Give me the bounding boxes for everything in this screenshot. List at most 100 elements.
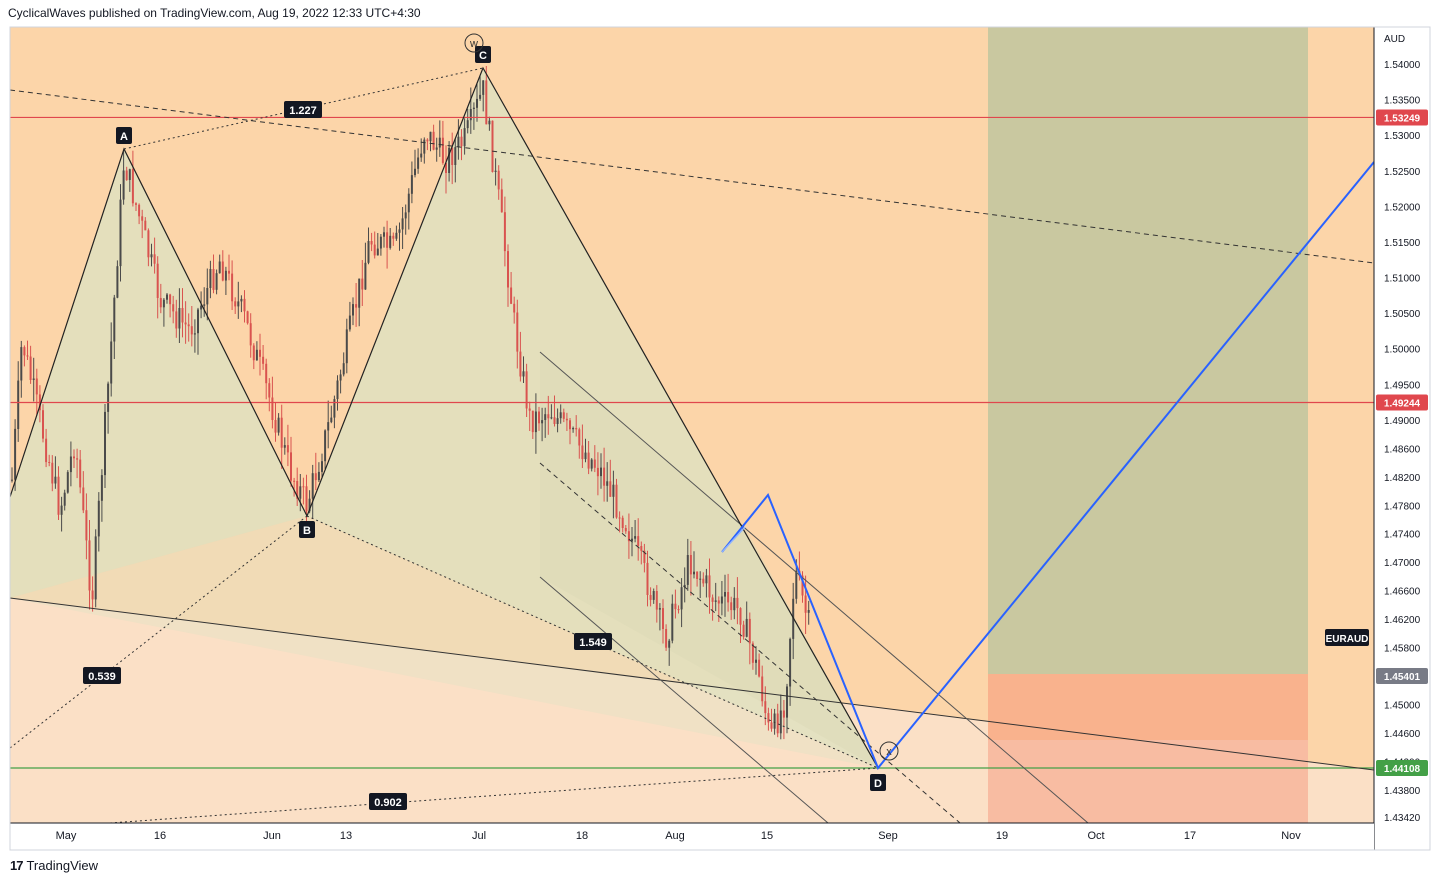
price-tick-20: 1.44600 <box>1384 729 1421 740</box>
candle-body-245 <box>770 722 773 729</box>
svg-text:A: A <box>120 131 128 143</box>
channel-mid <box>539 462 961 824</box>
price-tick-9: 1.49500 <box>1384 380 1421 391</box>
candle-body-100 <box>321 461 323 472</box>
candle-body-27 <box>94 536 97 600</box>
candle-body-0 <box>11 479 13 481</box>
candle-body-48 <box>159 298 162 308</box>
time-tick-3: 13 <box>340 830 352 842</box>
candle-body-138 <box>438 137 441 148</box>
candle-body-250 <box>786 686 788 718</box>
candle-body-210 <box>662 608 664 629</box>
price-tick-0: 1.54000 <box>1384 60 1421 71</box>
price-labels: 1.53249 1.49244 1.45401 1.44108 <box>1376 109 1428 776</box>
candle-body-146 <box>463 128 466 147</box>
horizontal-lines <box>10 116 1374 769</box>
candle-body-211 <box>665 629 668 648</box>
price-tick-14: 1.47400 <box>1384 530 1421 541</box>
candle-body-227 <box>714 600 717 602</box>
candle-body-115 <box>367 241 370 263</box>
candle-body-82 <box>265 363 268 384</box>
candle-body-61 <box>200 305 203 310</box>
ac-dotted <box>123 67 484 150</box>
candle-body-194 <box>612 484 615 497</box>
candle-body-162 <box>513 303 516 313</box>
time-tick-12: Nov <box>1281 830 1301 842</box>
candle-body-71 <box>231 273 234 302</box>
candle-body-56 <box>184 322 187 325</box>
candle-body-214 <box>674 603 677 610</box>
candle-body-40 <box>135 203 137 205</box>
svg-text:w: w <box>469 38 478 50</box>
candle-body-32 <box>110 341 113 384</box>
candle-body-18 <box>66 472 69 493</box>
candle-body-155 <box>491 120 494 172</box>
candle-body-213 <box>671 603 674 641</box>
ratio-label-4: 0.902 <box>369 793 407 810</box>
candle-body-99 <box>317 471 320 481</box>
candle-body-179 <box>565 418 568 421</box>
price-label-bg-1 <box>1376 394 1428 411</box>
candle-body-36 <box>122 170 125 200</box>
candle-body-253 <box>795 570 798 599</box>
candle-body-228 <box>717 600 720 604</box>
profit-zone <box>988 27 1308 674</box>
candle-body-15 <box>57 476 60 515</box>
price-tick-12: 1.48200 <box>1384 473 1421 484</box>
candle-body-118 <box>376 248 379 256</box>
svg-text:0.902: 0.902 <box>374 797 402 809</box>
candle-body-159 <box>503 212 506 252</box>
candle-body-205 <box>646 562 649 595</box>
candle-body-175 <box>553 417 556 424</box>
candle-body-97 <box>311 473 314 499</box>
time-tick-5: 18 <box>576 830 588 842</box>
candle-body-38 <box>128 169 131 180</box>
candle-body-255 <box>801 575 804 596</box>
candle-body-20 <box>73 456 75 459</box>
candle-body-60 <box>197 309 199 334</box>
candle-body-87 <box>280 417 283 448</box>
candle-body-45 <box>150 254 153 258</box>
time-tick-8: Sep <box>878 830 898 842</box>
candle-body-108 <box>345 329 348 364</box>
price-tick-1: 1.53500 <box>1384 96 1421 107</box>
candle-body-79 <box>255 349 258 361</box>
candle-body-174 <box>550 417 553 419</box>
candle-body-198 <box>624 528 627 532</box>
candle-body-67 <box>218 261 221 274</box>
svg-text:EURAUD: EURAUD <box>1326 634 1369 645</box>
candle-body-2 <box>17 380 20 429</box>
candle-body-161 <box>510 287 513 304</box>
candle-body-164 <box>519 351 522 377</box>
candle-body-204 <box>643 550 646 563</box>
candle-body-234 <box>736 597 739 609</box>
candle-body-19 <box>69 456 72 473</box>
candle-body-91 <box>293 480 296 482</box>
candle-body-149 <box>472 107 475 109</box>
candle-body-216 <box>680 587 683 610</box>
channel-lower <box>539 576 829 824</box>
candle-body-148 <box>469 109 472 121</box>
candle-body-257 <box>807 610 810 613</box>
candle-body-202 <box>637 536 640 546</box>
candle-body-50 <box>166 294 168 300</box>
candle-body-81 <box>262 356 265 364</box>
time-tick-11: 17 <box>1184 830 1196 842</box>
candle-body-190 <box>600 467 602 477</box>
candle-body-113 <box>361 278 364 290</box>
time-tick-1: 16 <box>154 830 166 842</box>
candle-body-180 <box>569 420 571 430</box>
candle-body-62 <box>203 304 206 306</box>
candle-body-86 <box>277 417 280 433</box>
candle-body-224 <box>705 575 708 584</box>
candle-body-192 <box>606 481 609 486</box>
candle-body-208 <box>655 591 658 610</box>
tradingview-logo[interactable]: 17 TradingView <box>10 858 98 873</box>
candle-body-17 <box>63 492 66 506</box>
candle-body-72 <box>234 301 237 307</box>
candle-body-238 <box>748 618 751 644</box>
candle-body-233 <box>733 597 736 611</box>
svg-text:1.549: 1.549 <box>579 637 607 649</box>
candle-body-145 <box>460 136 463 147</box>
